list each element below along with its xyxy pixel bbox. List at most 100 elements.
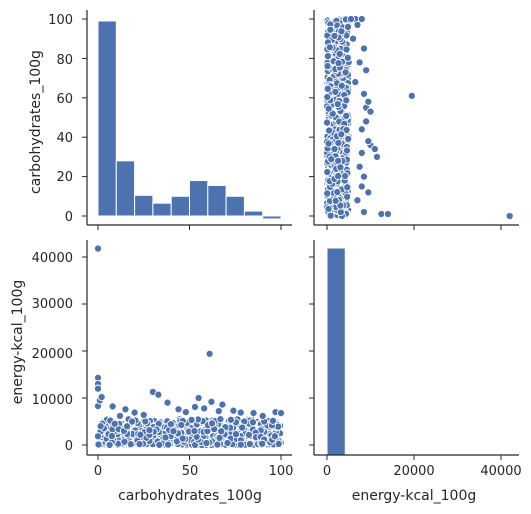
scatter-bl-dense-point-577 <box>110 419 119 428</box>
scatter-tr-dense-point-408 <box>325 126 334 135</box>
scatter-bl-point-12 <box>207 397 216 406</box>
y-tick-label-carb-0: 0 <box>65 210 73 225</box>
scatter-tr-dense-point-519 <box>336 163 345 172</box>
scatter-bl-dense-point-603 <box>107 431 116 441</box>
scatter-bl-point-7 <box>97 393 106 402</box>
scatter-tr-point-14 <box>359 44 369 53</box>
scatter-bl-point-26 <box>108 402 117 411</box>
scatter-tr-point-25 <box>349 34 358 43</box>
scatter-bl-dense-point-486 <box>244 430 254 439</box>
scatter-tr-dense-point-515 <box>342 96 351 105</box>
scatter-tr-dense-point-514 <box>324 104 333 113</box>
carb-hist-bar-7 <box>225 195 245 217</box>
scatter-tr-dense-point-505 <box>334 59 343 68</box>
scatter-bl-dense-point-611 <box>223 438 232 448</box>
scatter-tr-dense-point-459 <box>337 27 346 36</box>
scatter-bl-dense-point-584 <box>231 430 241 439</box>
scatter-bl-point-13 <box>174 405 183 414</box>
y-axis-label-bottom: energy-kcal_100g <box>10 280 26 404</box>
scatter-tr-dense-point-358 <box>323 167 332 177</box>
scatter-bl-point-20 <box>258 411 267 420</box>
scatter-bl-dense-point-613 <box>145 426 154 435</box>
y-tick-label-energy-30000: 30000 <box>32 297 73 312</box>
scatter-tr-point-29 <box>364 188 373 197</box>
y-tick-label-carb-80: 80 <box>56 53 73 68</box>
scatter-tr-point-21 <box>355 162 364 171</box>
scatter-tr-point-0 <box>407 91 416 100</box>
x-tick-label-carb-50: 50 <box>182 464 199 479</box>
scatter-bl-dense-point-615 <box>202 438 211 448</box>
scatter-tr-dense-point-472 <box>334 138 343 147</box>
y-tick-label-carb-60: 60 <box>56 92 73 107</box>
scatter-tr-dense-point-507 <box>324 139 333 148</box>
scatter-bl-dense-point-606 <box>238 423 247 432</box>
scatter-tr-dense-point-457 <box>343 183 352 192</box>
x-tick-label-carb-100: 100 <box>269 464 294 479</box>
scatter-bl-dense-point-617 <box>245 439 254 449</box>
scatter-tr-point-19 <box>357 125 366 134</box>
scatter-bl-dense-point-568 <box>216 415 225 424</box>
scatter-tr-dense-point-509 <box>326 211 335 220</box>
scatter-tr-dense-point-508 <box>342 111 351 120</box>
carb-hist-bar-6 <box>207 184 227 217</box>
scatter-bl-point-10 <box>163 398 172 407</box>
scatter-tr-dense-point-479 <box>337 81 346 90</box>
scatter-bl-dense-point-614 <box>236 440 245 449</box>
y-tick-label-energy-0: 0 <box>65 439 73 454</box>
scatter-tr-dense-point-463 <box>343 53 352 62</box>
scatter-bl-dense-point-546 <box>120 437 129 446</box>
scatter-bl-dense-point-618 <box>268 416 278 425</box>
scatter-tr-dense-point-412 <box>344 134 353 143</box>
scatter-tr-point-5 <box>364 137 373 146</box>
scatter-bl-dense-point-597 <box>136 430 145 439</box>
scatter-tr-dense-point-346 <box>341 68 350 77</box>
scatter-bl-point-11 <box>194 393 203 403</box>
scatter-tr-dense-point-388 <box>333 188 342 197</box>
scatter-bl-point-17 <box>249 408 258 418</box>
y-tick-label-carb-100: 100 <box>48 13 73 28</box>
scatter-tr-point-28 <box>359 172 369 181</box>
carb-hist-bar-2 <box>134 194 154 217</box>
scatter-tr-dense-point-470 <box>343 192 352 201</box>
scatter-tr-point-26 <box>355 58 364 67</box>
scatter-tr-point-22 <box>357 182 366 191</box>
scatter-tr-point-4 <box>372 152 382 161</box>
scatter-bl-point-9 <box>154 390 163 399</box>
scatter-tr-point-15 <box>362 66 371 75</box>
scatter-bl-point-19 <box>276 408 286 418</box>
scatter-bl-point-25 <box>115 411 125 420</box>
x-tick-label-energy-20000: 20000 <box>393 464 434 479</box>
scatter-tr-dense-point-517 <box>325 43 334 52</box>
scatter-bl-dense-point-523 <box>141 417 150 426</box>
scatter-bl-point-3 <box>93 384 103 393</box>
scatter-bl-dense-point-601 <box>258 439 267 448</box>
scatter-tr-point-24 <box>351 77 360 87</box>
y-tick-label-carb-20: 20 <box>56 170 73 185</box>
y-tick-label-energy-10000: 10000 <box>32 393 73 408</box>
scatter-bl-dense-point-557 <box>226 415 235 424</box>
scatter-bl-dense-point-595 <box>161 433 170 442</box>
scatter-bl-dense-point-616 <box>270 432 279 441</box>
chart-marks <box>93 14 514 456</box>
scatter-tr-dense-point-436 <box>323 189 332 198</box>
scatter-tr-dense-point-469 <box>323 52 332 61</box>
scatter-tr-dense-point-496 <box>331 196 340 205</box>
scatter-bl-point-29 <box>130 408 139 417</box>
scatter-tr-point-16 <box>359 89 369 98</box>
scatter-tr-dense-point-484 <box>336 201 345 210</box>
scatter-tr-dense-point-480 <box>323 84 332 93</box>
scatter-bl-dense-point-552 <box>178 434 187 443</box>
scatter-bl-dense-point-583 <box>96 422 105 431</box>
scatter-tr-point-13 <box>353 20 362 29</box>
y-tick-label-carb-40: 40 <box>56 131 73 146</box>
carb-hist-bar-3 <box>152 202 172 217</box>
scatter-tr-dense-point-417 <box>341 171 350 181</box>
scatter-bl-dense-point-578 <box>213 440 222 449</box>
scatter-bl-point-21 <box>139 410 148 419</box>
scatter-tr-dense-point-450 <box>343 22 353 31</box>
scatter-tr-dense-point-474 <box>324 204 333 213</box>
scatter-tr-point-8 <box>359 208 369 217</box>
scatter-bl-point-4 <box>205 349 214 358</box>
scatter-tr-dense-point-489 <box>342 45 351 54</box>
scatter-tr-dense-point-350 <box>322 118 332 127</box>
